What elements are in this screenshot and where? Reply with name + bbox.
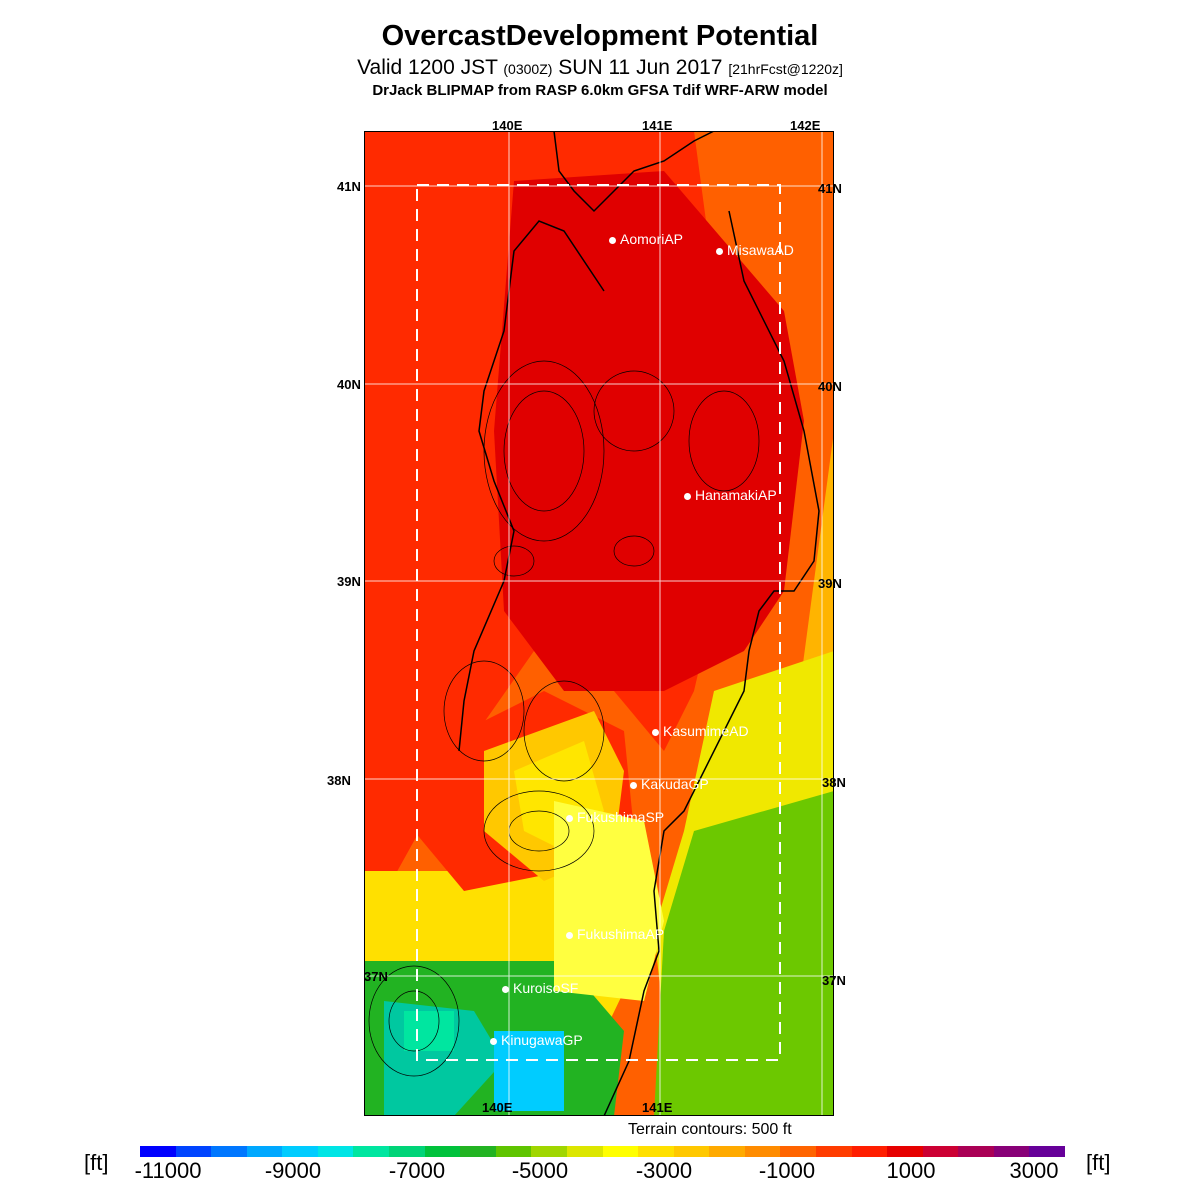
colorbar-swatch — [246, 1146, 283, 1157]
station-dot-icon — [566, 814, 573, 822]
station-label: MisawaAD — [727, 242, 794, 258]
station-kuroiso[interactable]: KuroisoSF — [502, 980, 578, 996]
station-dot-icon — [490, 1037, 497, 1045]
colorbar-tick: 1000 — [886, 1158, 936, 1183]
station-label: KakudaGP — [641, 776, 709, 792]
colorbar-swatch — [460, 1146, 496, 1157]
colorbar-swatch — [282, 1146, 318, 1157]
valid-time: Valid 1200 JST (0300Z) SUN 11 Jun 2017 [… — [0, 56, 1200, 80]
colorbar-unit-right: [ft] — [1086, 1150, 1111, 1175]
station-dot-icon — [684, 492, 691, 500]
zulu-time: (0300Z) — [503, 61, 553, 77]
station-label: KinugawaGP — [501, 1032, 583, 1048]
lat-label-37n-left: 37N — [364, 969, 388, 984]
colorbar-tick: -5000 — [511, 1158, 569, 1183]
lat-label-41n-right: 41N — [818, 181, 842, 196]
colorbar-swatch — [815, 1146, 852, 1157]
station-aomori[interactable]: AomoriAP — [609, 231, 683, 247]
lat-label-41n-left: 41N — [337, 179, 361, 194]
colorbar-swatch — [389, 1146, 425, 1157]
colorbar-tick: -3000 — [635, 1158, 693, 1183]
lon-label-141e-top: 141E — [642, 118, 673, 133]
terrain-contour-note: Terrain contours: 500 ft — [628, 1121, 792, 1138]
forecast-info: [21hrFcst@1220z] — [728, 61, 843, 77]
station-dot-icon — [630, 781, 637, 789]
station-dot-icon — [652, 728, 659, 736]
lon-label-142e-top: 142E — [790, 118, 821, 133]
colorbar-swatch — [317, 1146, 354, 1157]
colorbar-swatch — [353, 1146, 390, 1157]
colorbar-swatch — [851, 1146, 888, 1157]
colorbar-swatch — [566, 1146, 603, 1157]
station-fukushima-sp[interactable]: FukushimaSP — [566, 809, 664, 825]
colorbar-tick: -7000 — [388, 1158, 446, 1183]
station-fukushima-ap[interactable]: FukushimaAP — [566, 926, 664, 942]
station-label: KasumimeAD — [663, 723, 749, 739]
station-kasumime[interactable]: KasumimeAD — [652, 723, 749, 739]
colorbar-swatch — [673, 1146, 710, 1157]
station-kakuda[interactable]: KakudaGP — [630, 776, 709, 792]
station-label: HanamakiAP — [695, 487, 777, 503]
colorbar-swatch — [602, 1146, 639, 1157]
lat-label-40n-right: 40N — [818, 379, 842, 394]
valid-date: SUN 11 Jun 2017 — [558, 56, 723, 79]
chart-title: OvercastDevelopment Potential — [381, 20, 819, 52]
colorbar-swatch — [531, 1146, 567, 1157]
colorbar-swatch — [780, 1146, 816, 1157]
station-dot-icon — [566, 931, 573, 939]
colorbar-swatch — [744, 1146, 781, 1157]
colorbar-tick: -1000 — [758, 1158, 816, 1183]
colorbar-swatch — [638, 1146, 674, 1157]
station-kinugawa[interactable]: KinugawaGP — [490, 1032, 583, 1048]
colorbar — [140, 1146, 1066, 1157]
station-label: AomoriAP — [620, 231, 684, 247]
lon-label-141e-bottom: 141E — [642, 1100, 673, 1115]
colorbar-tick: -9000 — [264, 1158, 322, 1183]
colorbar-swatch — [709, 1146, 745, 1157]
colorbar-swatch — [424, 1146, 461, 1157]
colorbar-swatch — [993, 1146, 1030, 1157]
colorbar-tick: -11000 — [134, 1158, 202, 1183]
station-dot-icon — [609, 236, 616, 244]
lat-label-39n-left: 39N — [337, 574, 361, 589]
lat-label-38n-right: 38N — [822, 775, 846, 790]
colorbar-swatch — [175, 1146, 212, 1157]
model-info: DrJack BLIPMAP from RASP 6.0km GFSA Tdif… — [372, 82, 828, 99]
station-label: FukushimaSP — [577, 809, 665, 825]
station-label: KuroisoSF — [513, 980, 579, 996]
colorbar-swatch — [211, 1146, 247, 1157]
lat-label-39n-right: 39N — [818, 576, 842, 591]
colorbar-swatch — [922, 1146, 959, 1157]
lon-label-140e-top: 140E — [492, 118, 523, 133]
lat-label-37n-right: 37N — [822, 973, 846, 988]
colorbar-swatch — [1029, 1146, 1066, 1157]
colorbar-tick: 3000 — [1009, 1158, 1059, 1183]
overcast-map — [364, 131, 834, 1116]
colorbar-swatch — [140, 1146, 176, 1157]
colorbar-unit-left: [ft] — [84, 1150, 109, 1175]
colorbar-swatch — [958, 1146, 994, 1157]
valid-prefix: Valid 1200 JST — [357, 56, 498, 79]
lat-label-38n-left: 38N — [327, 773, 351, 788]
lon-label-140e-bottom: 140E — [482, 1100, 513, 1115]
station-hanamaki[interactable]: HanamakiAP — [684, 487, 777, 503]
station-misawa[interactable]: MisawaAD — [716, 242, 794, 258]
colorbar-swatch — [495, 1146, 532, 1157]
station-dot-icon — [716, 247, 723, 255]
lat-label-40n-left: 40N — [337, 377, 361, 392]
station-label: FukushimaAP — [577, 926, 665, 942]
colorbar-swatch — [887, 1146, 923, 1157]
station-dot-icon — [502, 985, 509, 993]
